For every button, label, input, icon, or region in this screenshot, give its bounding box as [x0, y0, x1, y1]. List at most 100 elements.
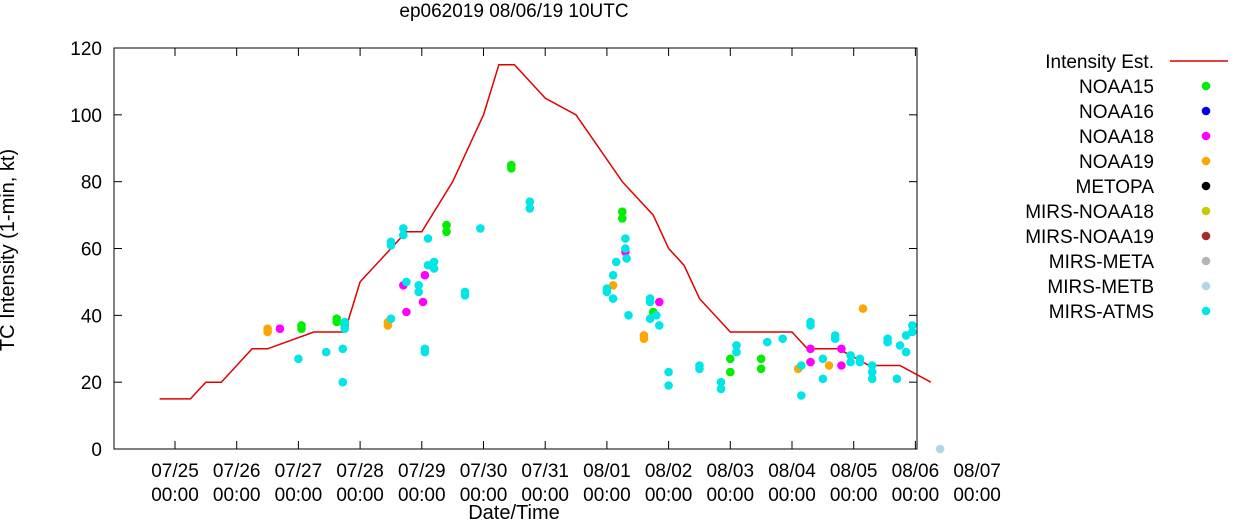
point-mirs-atms: [846, 357, 855, 367]
point-mirs-atms: [867, 367, 877, 377]
point-mirs-atms: [608, 270, 618, 280]
point-mirs-atms: [476, 224, 485, 233]
y-tick-label: 20: [81, 373, 102, 394]
x-tick-label-time: 00:00: [275, 485, 323, 506]
legend-label-intensity: Intensity Est.: [1045, 52, 1154, 73]
point-noaa15: [756, 364, 766, 374]
point-noaa18: [837, 361, 846, 370]
point-noaa15: [332, 314, 342, 324]
point-noaa18: [420, 270, 430, 280]
x-tick-label-date: 07/28: [336, 461, 384, 482]
legend-swatch-mirs-metb: [1201, 281, 1211, 291]
point-mirs-atms: [664, 381, 673, 390]
x-tick-label-date: 07/26: [213, 461, 261, 482]
point-mirs-atms: [818, 354, 828, 364]
satellite-estimate-points: [263, 160, 945, 454]
x-tick-label-time: 00:00: [398, 485, 446, 506]
point-mirs-atms: [645, 294, 655, 303]
point-mirs-atms: [867, 374, 877, 384]
point-mirs-atms: [429, 264, 439, 273]
point-mirs-atms: [806, 317, 815, 327]
legend-label-metopa: METOPA: [1076, 177, 1155, 198]
point-noaa19: [858, 304, 868, 313]
point-mirs-atms: [321, 347, 331, 357]
point-mirs-atms: [414, 281, 424, 290]
x-tick-label-date: 07/27: [275, 461, 323, 482]
x-axis: 07/25 00:00 07/26 00:00 07/27 00:00 07/28 00:00…: [151, 48, 1001, 506]
point-noaa15: [442, 220, 451, 230]
y-axis-label: TC Intensity (1-min, kt): [0, 149, 19, 351]
point-mirs-atms: [608, 294, 618, 303]
point-mirs-atms: [429, 257, 439, 267]
point-mirs-atms: [386, 314, 396, 324]
point-mirs-atms: [602, 284, 612, 293]
point-mirs-atms: [420, 344, 430, 354]
point-mirs-atms: [386, 240, 396, 250]
point-noaa15: [726, 367, 735, 377]
point-noaa19: [639, 331, 649, 340]
point-mirs-atms: [525, 197, 535, 206]
x-tick-label-time: 00:00: [460, 485, 508, 506]
intensity-estimate-line: [159, 63, 932, 400]
legend-label-mirs-atms: MIRS-ATMS: [1049, 302, 1154, 323]
y-tick-label: 0: [91, 440, 102, 461]
point-mirs-atms: [867, 361, 877, 370]
point-noaa15: [442, 227, 451, 237]
point-mirs-atms: [763, 337, 772, 347]
point-noaa15: [507, 160, 516, 170]
point-mirs-atms: [908, 321, 917, 330]
x-tick-label-date: 08/06: [892, 461, 940, 482]
legend-swatch-noaa15: [1201, 81, 1211, 91]
point-mirs-atms: [402, 277, 411, 287]
x-tick-label-time: 00:00: [521, 485, 569, 506]
x-tick-label-time: 00:00: [336, 485, 384, 506]
point-mirs-metb: [935, 444, 945, 454]
legend-swatch-mirs-noaa18: [1201, 206, 1211, 216]
chart-title: ep062019 08/06/19 10UTC: [399, 1, 628, 22]
x-tick-label-time: 00:00: [151, 485, 199, 506]
point-mirs-atms: [414, 287, 424, 297]
legend-label-noaa16: NOAA16: [1079, 102, 1154, 123]
point-mirs-atms: [883, 334, 892, 344]
legend-swatch-mirs-atms: [1201, 306, 1211, 316]
point-noaa18: [275, 324, 285, 334]
point-mirs-atms: [797, 391, 806, 400]
point-noaa19: [824, 361, 834, 370]
point-mirs-atms: [621, 234, 630, 243]
x-tick-label-date: 07/30: [460, 461, 508, 482]
point-mirs-atms: [732, 341, 741, 350]
point-mirs-atms: [908, 327, 917, 337]
point-mirs-atms: [399, 224, 408, 233]
legend-swatch-mirs-noaa19: [1201, 231, 1211, 241]
x-tick-label-date: 08/01: [583, 461, 631, 482]
x-tick-label-date: 08/03: [707, 461, 755, 482]
point-mirs-atms: [525, 204, 535, 213]
point-mirs-atms: [423, 234, 433, 243]
plot-frame: [113, 47, 918, 450]
x-tick-label-date: 08/05: [830, 461, 878, 482]
x-tick-label-time: 00:00: [583, 485, 631, 506]
legend-label-mirs-noaa19: MIRS-NOAA19: [1025, 227, 1154, 248]
x-tick-label-time: 00:00: [768, 485, 816, 506]
point-mirs-atms: [892, 374, 902, 384]
x-tick-label-date: 07/25: [151, 461, 199, 482]
x-tick-label-date: 07/29: [398, 461, 446, 482]
point-noaa18: [837, 344, 846, 354]
point-mirs-atms: [830, 331, 840, 340]
point-mirs-atms: [338, 377, 348, 387]
point-mirs-atms: [340, 324, 350, 334]
point-mirs-atms: [716, 384, 726, 394]
x-tick-label-date: 07/31: [521, 461, 569, 482]
legend-label-noaa15: NOAA15: [1079, 77, 1154, 98]
point-mirs-atms: [621, 244, 630, 253]
legend-swatch-metopa: [1201, 181, 1211, 191]
point-mirs-atms: [611, 257, 621, 267]
point-mirs-atms: [855, 354, 865, 364]
point-noaa18: [402, 307, 411, 317]
legend-swatch-noaa18: [1201, 131, 1211, 141]
point-mirs-atms: [695, 361, 704, 370]
x-tick-label-date: 08/02: [645, 461, 693, 482]
point-mirs-atms: [846, 351, 855, 360]
point-mirs-atms: [901, 347, 911, 357]
